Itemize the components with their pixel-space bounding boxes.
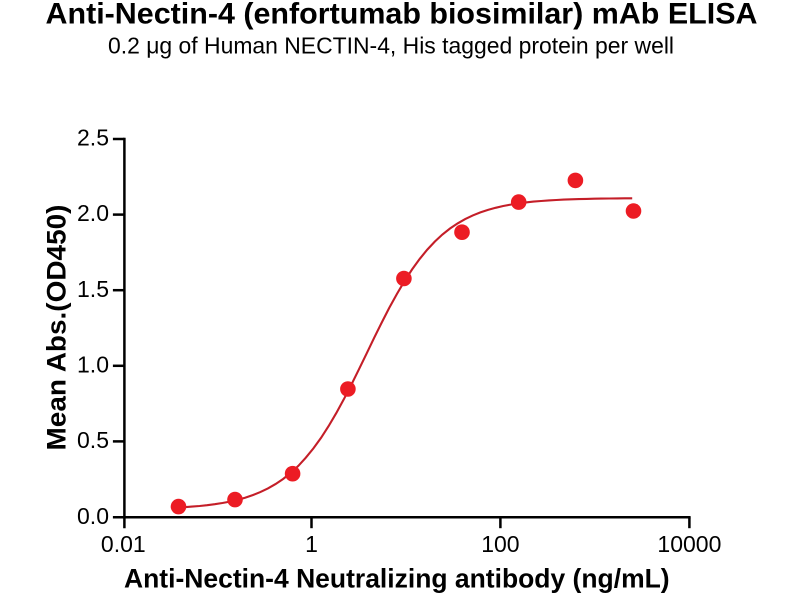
- svg-text:Anti-Nectin-4 Neutralizing ant: Anti-Nectin-4 Neutralizing antibody (ng/…: [124, 564, 670, 594]
- svg-text:2.5: 2.5: [77, 125, 109, 151]
- svg-text:1.0: 1.0: [77, 351, 109, 377]
- svg-text:1: 1: [305, 531, 318, 557]
- svg-text:0.01: 0.01: [101, 531, 146, 557]
- svg-text:Anti-Nectin-4 (enfortumab bios: Anti-Nectin-4 (enfortumab biosimilar) mA…: [46, 0, 758, 31]
- svg-text:2.0: 2.0: [77, 200, 109, 226]
- svg-text:Mean Abs.(OD450): Mean Abs.(OD450): [42, 205, 72, 451]
- svg-text:0.2 μg of Human NECTIN-4, His: 0.2 μg of Human NECTIN-4, His tagged pro…: [108, 33, 674, 59]
- svg-text:10000: 10000: [657, 531, 721, 557]
- svg-text:1.5: 1.5: [77, 276, 109, 302]
- svg-text:100: 100: [481, 531, 519, 557]
- svg-text:0.5: 0.5: [77, 427, 109, 453]
- svg-text:0.0: 0.0: [77, 503, 109, 529]
